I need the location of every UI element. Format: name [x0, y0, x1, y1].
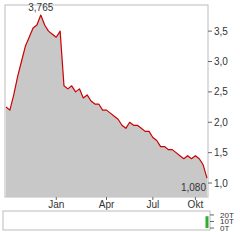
- y-tick: [208, 61, 212, 62]
- y-tick-label: 1,5: [214, 147, 228, 158]
- price-area: [6, 15, 207, 197]
- volume-bar: [163, 228, 166, 229]
- volume-bar: [140, 228, 143, 229]
- volume-bar: [20, 228, 23, 229]
- volume-bar: [39, 228, 42, 229]
- y-tick-label: 3,5: [214, 26, 228, 37]
- volume-bar: [51, 228, 54, 229]
- volume-bar: [148, 228, 151, 229]
- volume-bar: [120, 228, 123, 229]
- volume-bar: [97, 228, 100, 229]
- y-tick-label: 20T: [220, 211, 234, 220]
- volume-bar: [117, 228, 120, 229]
- volume-bar: [101, 228, 104, 229]
- marks: [6, 15, 207, 197]
- plot-frame: [5, 5, 208, 197]
- value-label: 1,080: [181, 182, 206, 193]
- volume-bar: [74, 228, 77, 229]
- y-tick: [208, 91, 212, 92]
- volume-bar: [175, 228, 178, 229]
- plot-frame: [3, 211, 210, 230]
- volume-bar: [90, 228, 93, 229]
- volume-bar: [62, 228, 65, 229]
- y-tick: [210, 214, 214, 215]
- volume-bar: [136, 228, 139, 229]
- volume-bar: [66, 228, 69, 229]
- price-line: [6, 15, 207, 178]
- volume-bar: [186, 228, 189, 229]
- volume-bar: [202, 228, 205, 229]
- volume-bar: [171, 228, 174, 229]
- volume-bar: [132, 228, 135, 229]
- y-tick-label: 1,0: [214, 178, 228, 189]
- y-tick: [208, 122, 212, 123]
- volume-bar: [198, 228, 201, 229]
- volume-bar: [70, 228, 73, 229]
- volume-bar: [206, 216, 209, 228]
- volume-bar: [12, 228, 15, 229]
- volume-bar: [47, 228, 50, 229]
- volume-bar: [105, 228, 108, 229]
- x-tick-label: Okt: [188, 199, 204, 210]
- volume-bar: [59, 228, 62, 229]
- volume-bar: [155, 228, 158, 229]
- x-tick-label: Jan: [48, 199, 64, 210]
- y-tick: [210, 228, 214, 229]
- volume-bar: [93, 228, 96, 229]
- volume-bar: [8, 228, 11, 229]
- volume-bar: [82, 228, 85, 229]
- y-tick: [208, 183, 212, 184]
- volume-bar: [86, 228, 89, 229]
- volume-bar: [113, 228, 116, 229]
- volume-bar: [194, 228, 197, 229]
- y-tick-label: 2,5: [214, 86, 228, 97]
- volume-bar: [28, 228, 31, 229]
- volume-bar: [109, 228, 112, 229]
- volume-bar: [5, 228, 8, 229]
- value-label: 3,765: [28, 2, 53, 13]
- chart: 1,0 1,5 2,0 2,5 3,0 3,5 Jan Apr Jul Okt 3,765 1,080…: [0, 0, 240, 232]
- volume-bar: [24, 228, 27, 229]
- volume-bar: [16, 228, 19, 229]
- volume-bar: [124, 228, 127, 229]
- y-tick-label: 3,0: [214, 56, 228, 67]
- x-tick-label: Jul: [146, 199, 159, 210]
- volume-bar: [144, 228, 147, 229]
- volume-bar: [55, 228, 58, 229]
- volume-bar: [128, 228, 131, 229]
- y-tick: [210, 221, 214, 222]
- volume-bar: [43, 228, 46, 229]
- volume-bar: [78, 228, 81, 229]
- x-tick-label: Apr: [99, 199, 115, 210]
- y-tick: [208, 152, 212, 153]
- marks: [206, 216, 209, 228]
- volume-bar: [190, 228, 193, 229]
- volume-bar: [178, 228, 181, 229]
- volume-bar: [32, 228, 35, 229]
- volume-bar: [167, 228, 170, 229]
- volume-bar: [182, 228, 185, 229]
- y-tick-label: 2,0: [214, 117, 228, 128]
- volume-bar: [151, 228, 154, 229]
- volume-bar: [159, 228, 162, 229]
- y-tick: [208, 31, 212, 32]
- volume-bar: [35, 228, 38, 229]
